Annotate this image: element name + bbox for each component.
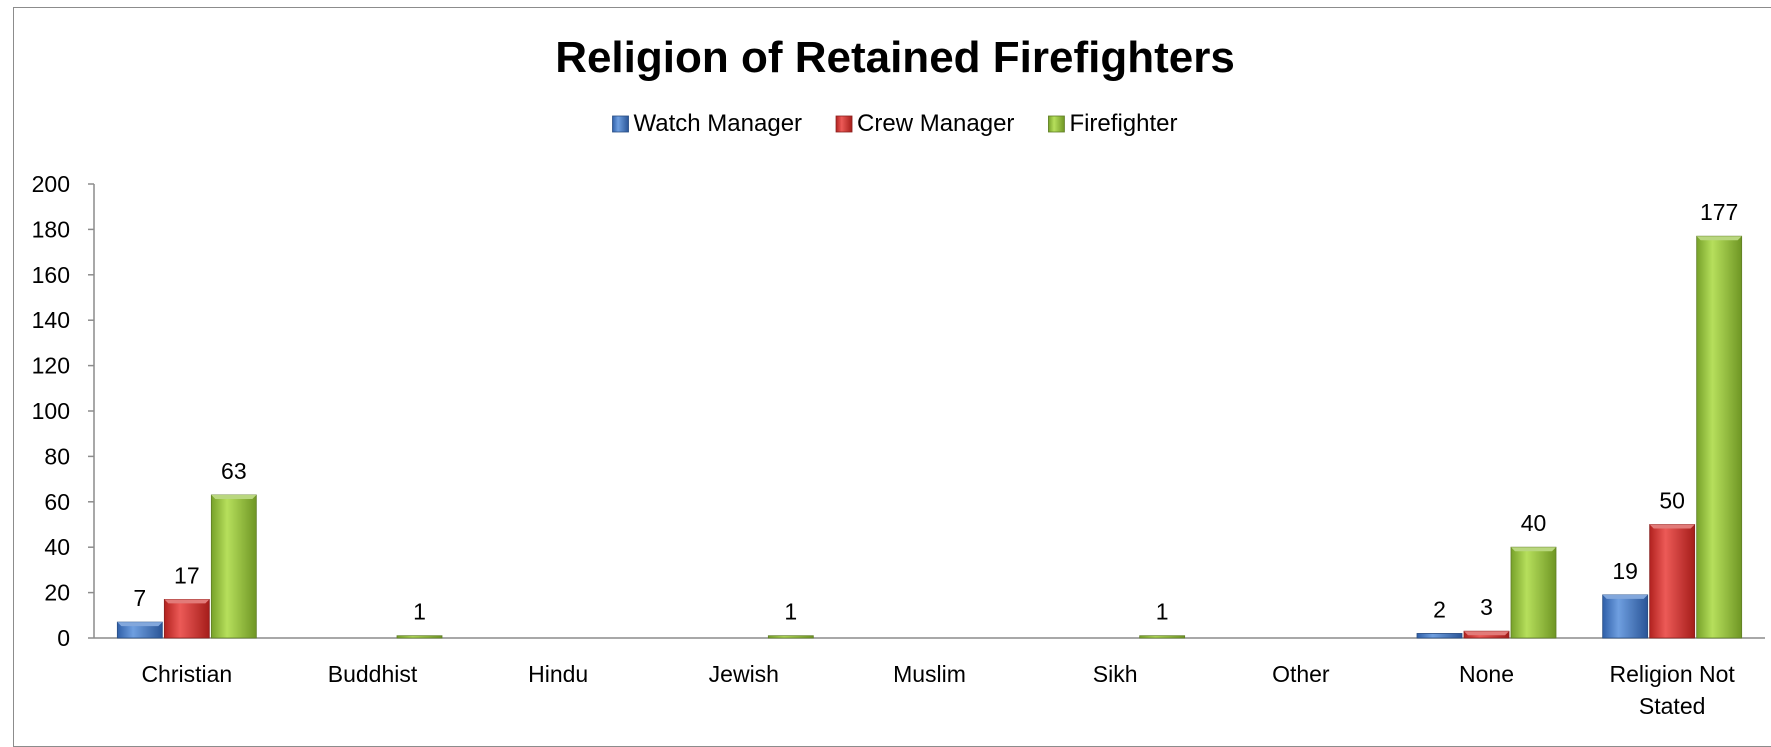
bars — [116, 235, 1743, 639]
y-tick-label: 120 — [32, 353, 70, 379]
x-tick-label-christian: Christian — [141, 661, 232, 687]
bar-watch-manager-none — [1416, 633, 1463, 639]
y-tick-label: 140 — [32, 307, 70, 333]
legend-swatch — [612, 115, 629, 133]
value-label-watch-manager-none: 2 — [1433, 596, 1446, 622]
bar-body — [210, 494, 257, 639]
bar-bevel — [1696, 236, 1742, 241]
chart-title: Religion of Retained Firefighters — [555, 33, 1235, 82]
bar-body — [1416, 633, 1463, 639]
x-tick-label-none: None — [1459, 661, 1514, 687]
bar-bevel — [1602, 594, 1648, 599]
bar-bevel — [117, 622, 163, 627]
bar-bevel — [1464, 631, 1509, 636]
x-tick-label-hindu: Hindu — [528, 661, 588, 687]
bar-bevel — [1511, 547, 1556, 552]
value-label-watch-manager-christian: 7 — [133, 585, 146, 611]
value-labels: 7 2 19 17 3 50 63 1 1 1 40 177 — [133, 199, 1738, 625]
bar-body — [1510, 546, 1557, 639]
bar-body — [1139, 635, 1186, 639]
y-tick-label: 80 — [44, 443, 70, 469]
x-axis: Christian Buddhist Hindu Jewish Muslim Sikh Ot… — [94, 637, 1765, 719]
bar-firefighter-jewish — [767, 635, 814, 639]
bar-body — [163, 599, 210, 639]
x-tick-label-other: Other — [1272, 661, 1330, 687]
legend-label: Watch Manager — [634, 110, 803, 137]
bar-body — [1649, 524, 1696, 639]
bar-firefighter-religion-not-stated — [1696, 235, 1743, 639]
legend-label: Crew Manager — [857, 110, 1014, 137]
chart-frame — [13, 7, 1771, 747]
x-tick-label-religion-not-stated: Religion Not Stated — [1610, 661, 1736, 719]
bar-body — [396, 635, 443, 639]
bar-watch-manager-religion-not-stated — [1602, 594, 1649, 639]
legend-item-watch-manager: Watch Manager — [612, 110, 803, 137]
legend-label: Firefighter — [1069, 110, 1177, 137]
bar-watch-manager-christian — [116, 621, 163, 639]
bar-crew-manager-religion-not-stated — [1649, 524, 1696, 639]
value-label-firefighter-religion-not-stated: 177 — [1700, 199, 1738, 225]
bar-crew-manager-christian — [163, 599, 210, 639]
value-label-firefighter-jewish: 1 — [784, 599, 797, 625]
bar-firefighter-buddhist — [396, 635, 443, 639]
x-tick-label-sikh: Sikh — [1093, 661, 1138, 687]
value-label-firefighter-sikh: 1 — [1156, 599, 1169, 625]
value-label-firefighter-buddhist: 1 — [413, 599, 426, 625]
legend-item-firefighter: Firefighter — [1048, 110, 1177, 137]
x-tick-label-muslim: Muslim — [893, 661, 966, 687]
value-label-crew-manager-christian: 17 — [174, 562, 200, 588]
y-tick-label: 160 — [32, 262, 70, 288]
bar-firefighter-christian — [210, 494, 257, 639]
x-tick-label-buddhist: Buddhist — [328, 661, 418, 687]
bar-body — [767, 635, 814, 639]
value-label-watch-manager-religion-not-stated: 19 — [1612, 558, 1638, 584]
y-tick-label: 180 — [32, 216, 70, 242]
bar-body — [1696, 235, 1743, 639]
bar-bevel — [211, 494, 257, 499]
y-axis: 0 20 40 60 80 100 120 140 160 180 200 — [32, 171, 95, 651]
value-label-firefighter-none: 40 — [1521, 510, 1547, 536]
bar-body — [1602, 594, 1649, 639]
bar-bevel — [1649, 524, 1695, 529]
bar-bevel — [164, 599, 210, 604]
y-tick-label: 100 — [32, 398, 70, 424]
y-tick-label: 60 — [44, 489, 70, 515]
bar-crew-manager-none — [1463, 630, 1510, 639]
bar-firefighter-none — [1510, 546, 1557, 639]
value-label-firefighter-christian: 63 — [221, 458, 247, 484]
value-label-crew-manager-none: 3 — [1480, 594, 1493, 620]
legend-swatch — [835, 115, 853, 133]
value-label-crew-manager-religion-not-stated: 50 — [1659, 488, 1685, 514]
y-tick-label: 200 — [32, 171, 70, 197]
y-tick-label: 40 — [44, 534, 70, 560]
legend: Watch Manager Crew Manager Firefighter — [612, 110, 1177, 137]
legend-swatch — [1048, 115, 1065, 133]
bar-firefighter-sikh — [1139, 635, 1186, 639]
y-tick-label: 0 — [57, 625, 70, 651]
legend-item-crew-manager: Crew Manager — [835, 110, 1014, 137]
y-tick-label: 20 — [44, 580, 70, 606]
x-tick-label-jewish: Jewish — [709, 661, 779, 687]
